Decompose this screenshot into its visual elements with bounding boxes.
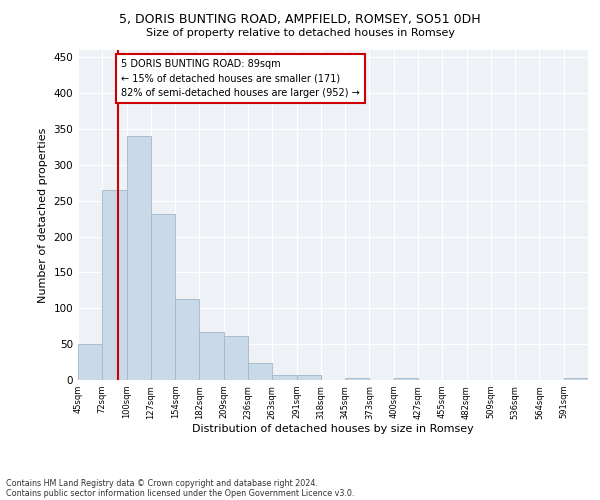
Bar: [127, 136, 151, 380]
Bar: [564, 378, 588, 380]
Bar: [175, 299, 199, 380]
Text: Contains public sector information licensed under the Open Government Licence v3: Contains public sector information licen…: [6, 488, 355, 498]
Text: 5 DORIS BUNTING ROAD: 89sqm
← 15% of detached houses are smaller (171)
82% of se: 5 DORIS BUNTING ROAD: 89sqm ← 15% of det…: [121, 58, 360, 98]
Text: 5, DORIS BUNTING ROAD, AMPFIELD, ROMSEY, SO51 0DH: 5, DORIS BUNTING ROAD, AMPFIELD, ROMSEY,…: [119, 12, 481, 26]
Bar: [102, 190, 127, 380]
Bar: [296, 375, 321, 380]
Bar: [151, 214, 175, 380]
Bar: [394, 378, 418, 380]
Bar: [248, 363, 272, 380]
Text: Size of property relative to detached houses in Romsey: Size of property relative to detached ho…: [146, 28, 455, 38]
Bar: [224, 336, 248, 380]
Bar: [345, 378, 370, 380]
Bar: [272, 375, 296, 380]
Bar: [199, 332, 224, 380]
X-axis label: Distribution of detached houses by size in Romsey: Distribution of detached houses by size …: [192, 424, 474, 434]
Text: Contains HM Land Registry data © Crown copyright and database right 2024.: Contains HM Land Registry data © Crown c…: [6, 478, 318, 488]
Bar: [78, 344, 102, 380]
Y-axis label: Number of detached properties: Number of detached properties: [38, 128, 48, 302]
